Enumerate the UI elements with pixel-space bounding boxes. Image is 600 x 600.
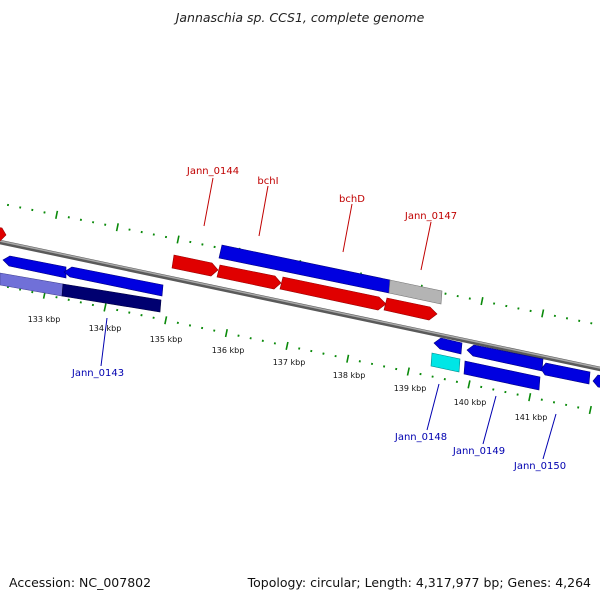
gene-label[interactable]: Jann_0143 <box>71 368 124 379</box>
scale-label: 137 kbp <box>273 358 306 367</box>
major-tick <box>224 329 228 338</box>
scale-label: 135 kbp <box>150 335 183 344</box>
gene-label[interactable]: Jann_0148 <box>394 432 447 443</box>
major-tick <box>528 393 532 402</box>
major-tick <box>541 309 545 318</box>
gene-arrow-blue[interactable] <box>2 255 67 279</box>
bottom-gene-labels: Jann_0143 Jann_0148 Jann_0149 Jann_0150 <box>71 368 566 472</box>
major-tick <box>588 405 592 415</box>
minor-tick <box>213 329 216 332</box>
top-gene-labels: Jann_0144 bchI bchD Jann_0147 <box>186 166 457 222</box>
gene-arrow-blue[interactable] <box>540 362 591 385</box>
gene-label[interactable]: Jann_0147 <box>404 211 457 222</box>
gene-label[interactable]: Jann_0144 <box>186 166 239 177</box>
major-tick <box>406 367 410 376</box>
gene-arrow-blue[interactable] <box>433 337 463 355</box>
gene-arrow-blue[interactable] <box>466 344 544 372</box>
scale-label: 136 kbp <box>212 346 245 355</box>
gene-label[interactable]: Jann_0150 <box>513 461 566 472</box>
gene-arrow-blue[interactable] <box>63 266 164 297</box>
scale-label: 139 kbp <box>394 384 427 393</box>
major-tick <box>467 380 471 389</box>
label-leaders <box>100 177 557 460</box>
gene-label[interactable]: bchD <box>339 194 365 205</box>
genome-backbone <box>0 239 600 372</box>
major-tick <box>480 297 484 306</box>
major-tick <box>164 316 168 325</box>
gene-arrow[interactable] <box>0 227 7 242</box>
minor-tick <box>249 337 252 340</box>
gene-block-cyan-jann-0148[interactable] <box>430 352 461 373</box>
second-row-genes <box>2 255 600 388</box>
gene-block-jann-0149[interactable] <box>463 360 541 391</box>
gene-block-dark-jann-0143[interactable] <box>61 283 162 313</box>
scale-label: 134 kbp <box>89 324 122 333</box>
scale-label: 138 kbp <box>333 371 366 380</box>
scale-label: 140 kbp <box>454 398 487 407</box>
third-row-genes <box>0 272 541 391</box>
topology-summary: Topology: circular; Length: 4,317,977 bp… <box>247 575 591 590</box>
gene-arrow-jann-0147[interactable] <box>388 279 443 305</box>
major-tick <box>115 223 119 232</box>
major-tick <box>103 303 107 312</box>
map-title: Jannaschia sp. CCS1, complete genome <box>175 10 425 25</box>
gene-arrow-bchd[interactable] <box>279 276 387 311</box>
inner-tick-track <box>6 285 592 415</box>
minor-tick <box>176 321 179 325</box>
gene-arrow-jann-0144[interactable] <box>171 254 219 277</box>
scale-label: 133 kbp <box>28 315 61 324</box>
major-tick <box>55 210 59 219</box>
major-tick <box>285 341 289 350</box>
accession-text: Accession: NC_007802 <box>9 575 152 590</box>
gene-arrow-red[interactable] <box>216 264 282 290</box>
gene-label[interactable]: Jann_0149 <box>452 446 505 457</box>
major-tick <box>176 235 180 244</box>
gene-arrow-red[interactable] <box>383 297 438 321</box>
forward-strand-genes <box>0 227 443 305</box>
scale-label: 141 kbp <box>515 413 548 422</box>
major-tick <box>346 354 350 363</box>
gene-label[interactable]: bchI <box>257 176 278 187</box>
gene-arrow-blue[interactable] <box>592 374 600 388</box>
scale-labels: 133 kbp 134 kbp 135 kbp 136 kbp 137 kbp … <box>28 315 548 422</box>
minor-tick <box>322 352 325 355</box>
